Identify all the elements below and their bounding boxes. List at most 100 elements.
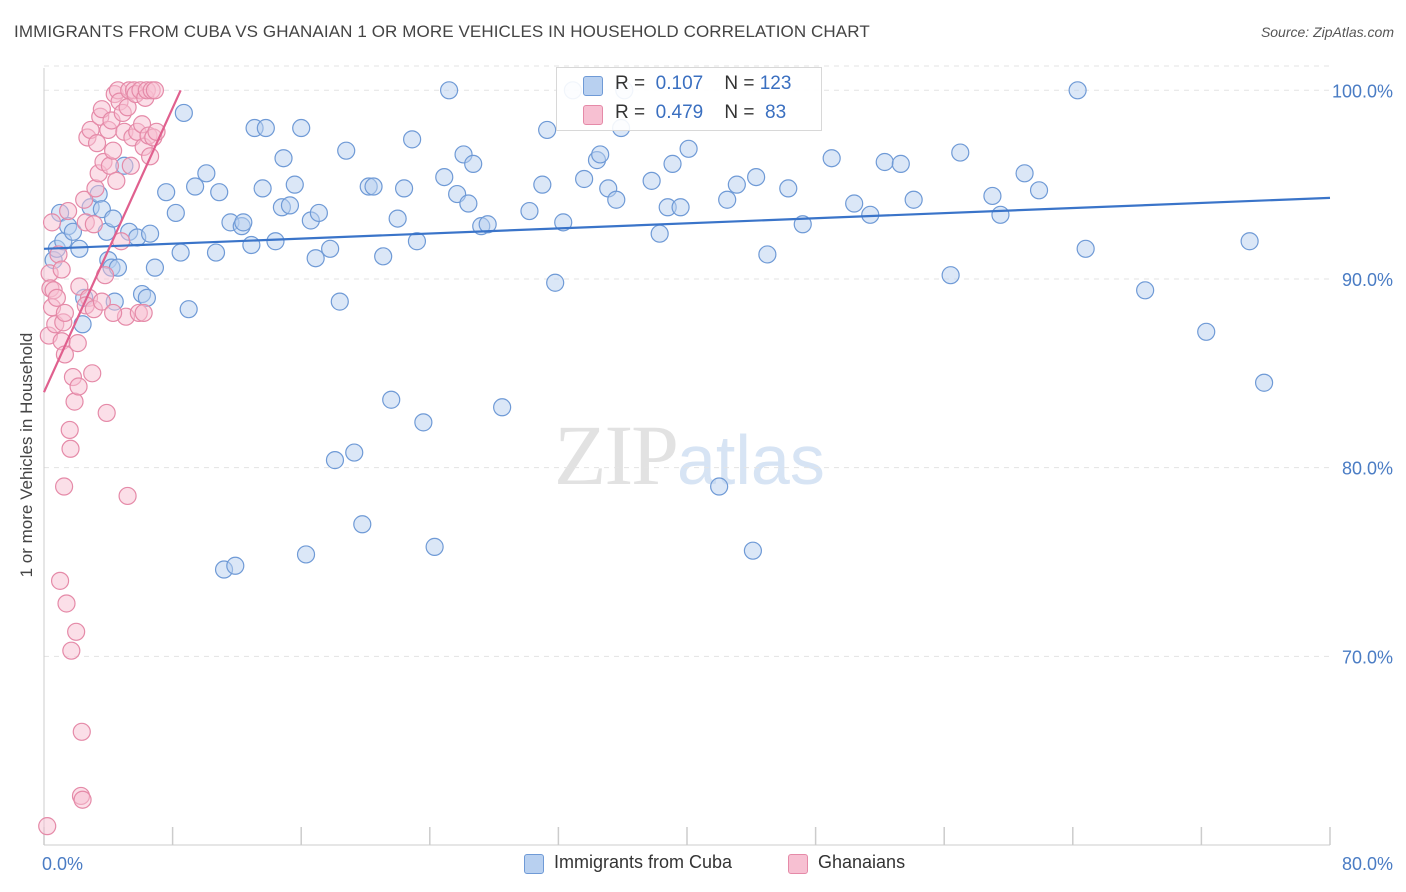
n-label: N = <box>724 102 755 123</box>
cuba-point <box>1240 232 1259 251</box>
cuba-point <box>296 545 316 564</box>
ghana-point <box>83 364 102 383</box>
cuba-point <box>179 300 198 319</box>
trendline-cuba <box>43 196 1331 250</box>
cuba-point <box>718 190 737 209</box>
cuba-point <box>407 232 427 251</box>
cuba-point <box>226 556 245 575</box>
cuba-point <box>493 398 512 417</box>
cuba-point <box>266 232 285 251</box>
cuba-point <box>710 477 729 496</box>
ghana-point <box>42 213 62 232</box>
cuba-point <box>822 149 841 168</box>
x-tick-label-max: 80.0% <box>1342 854 1393 874</box>
cuba-point <box>951 143 970 162</box>
cuba-point <box>533 175 552 194</box>
cuba-point <box>292 118 311 138</box>
ghana-point <box>68 334 87 353</box>
legend-label-cuba: Immigrants from Cuba <box>554 852 733 872</box>
ghana-point <box>60 420 79 440</box>
ghana-point <box>118 486 137 506</box>
trendline-ghana <box>42 89 182 393</box>
cuba-point <box>459 194 478 213</box>
n-value: 123 <box>759 73 792 94</box>
cuba-point <box>309 203 328 223</box>
cuba-point <box>171 243 190 262</box>
cuba-point <box>414 413 433 432</box>
cuba-point <box>747 167 766 187</box>
cuba-point <box>253 179 272 198</box>
ghana-point <box>104 303 123 323</box>
ghana-point <box>50 571 70 590</box>
cuba-point <box>642 171 661 190</box>
cuba-point <box>904 190 923 209</box>
ghana-point <box>86 179 105 198</box>
legend-row-ghana: R = 0.479 N = 83 <box>557 99 821 129</box>
ghana-point <box>72 722 91 741</box>
cuba-point <box>875 152 894 172</box>
cuba-point <box>70 239 89 258</box>
y-axis-label: 1 or more Vehicles in Household <box>17 333 36 578</box>
cuba-point <box>991 205 1010 224</box>
legend-series: Immigrants from Cuba Ghanaians <box>0 851 1406 879</box>
legend-swatch-cuba <box>583 76 603 96</box>
r-label: R = <box>615 102 646 123</box>
cuba-point <box>1029 181 1049 200</box>
cuba-point <box>758 245 777 264</box>
ghana-point <box>69 377 88 396</box>
ghana-point <box>75 190 94 209</box>
cuba-point <box>197 164 216 183</box>
ghana-point <box>134 303 153 323</box>
cuba-point <box>983 186 1002 206</box>
n-label: N = <box>724 73 755 94</box>
ghana-point <box>57 594 76 613</box>
cuba-point <box>520 201 539 221</box>
x-tick-label-min: 0.0% <box>42 854 83 874</box>
ghana-point <box>52 260 71 279</box>
cuba-point <box>321 239 340 258</box>
ghana-point <box>104 141 123 160</box>
cuba-point <box>779 179 798 198</box>
ghana-point <box>73 790 92 809</box>
ghana-point <box>55 303 74 323</box>
ghana-point <box>38 817 57 836</box>
cuba-point <box>941 266 960 285</box>
cuba-point <box>166 203 185 223</box>
cuba-point <box>743 541 763 560</box>
cuba-point <box>330 292 349 311</box>
cuba-point <box>546 273 565 292</box>
tick-labels: 70.0% 80.0% 90.0% 100.0% 0.0% 80.0% <box>42 81 1393 874</box>
cuba-point <box>256 118 275 138</box>
chart-title: IMMIGRANTS FROM CUBA VS GHANAIAN 1 OR MO… <box>14 22 870 41</box>
cuba-point <box>234 213 253 232</box>
ghana-point <box>62 641 81 660</box>
ghana-point <box>107 171 126 190</box>
cuba-point <box>364 177 383 196</box>
legend-text-ghana: R = 0.479 N = 83 <box>615 102 786 124</box>
legend-swatch-cuba <box>524 854 544 874</box>
cuba-point <box>679 139 698 158</box>
cuba-point <box>382 390 401 409</box>
ghana-point <box>61 439 80 458</box>
cuba-point <box>1076 239 1095 258</box>
cuba-point <box>137 288 156 307</box>
cuba-point <box>650 224 669 243</box>
cuba-point <box>607 190 626 209</box>
cuba-point <box>1136 281 1155 300</box>
y-tick-label: 70.0% <box>1342 647 1393 667</box>
cuba-point <box>325 451 345 470</box>
cuba-point <box>206 243 226 262</box>
cuba-point <box>174 103 193 123</box>
cuba-point <box>727 175 746 194</box>
cuba-point <box>425 537 444 556</box>
cuba-point <box>280 196 300 215</box>
cuba-point <box>554 213 573 232</box>
cuba-point <box>403 130 422 149</box>
cuba-point <box>464 154 483 173</box>
cuba-point <box>210 183 229 202</box>
cuba-point <box>274 149 293 168</box>
cuba-point <box>439 81 459 100</box>
legend-stats: R = 0.107 N = 123 R = 0.479 N = 83 <box>556 67 822 131</box>
cuba-point <box>1197 322 1216 341</box>
trend-lines <box>42 89 1331 393</box>
